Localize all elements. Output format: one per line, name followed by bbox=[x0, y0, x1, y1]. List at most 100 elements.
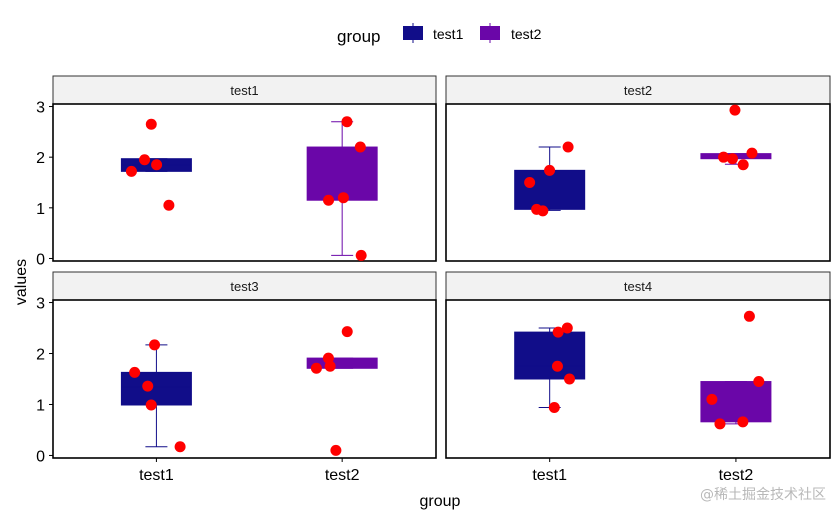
points-test3-test2 bbox=[310, 326, 353, 456]
box-test1-test2 bbox=[306, 121, 378, 256]
x-axis-col-1: test1 test2 bbox=[532, 458, 753, 484]
point-test1-test2-1 bbox=[341, 116, 353, 128]
y-tick-label-0: 0 bbox=[36, 251, 45, 268]
box-test3-test1 bbox=[120, 344, 192, 448]
watermark: @稀土掘金技术社区 bbox=[700, 487, 826, 503]
point-test3-test2-1 bbox=[310, 362, 322, 374]
x-axes: test1 test2 test1 test2 bbox=[139, 458, 753, 484]
point-test3-test2-0 bbox=[341, 326, 353, 338]
point-test2-test1-3 bbox=[562, 141, 574, 153]
strip-label-test3: test3 bbox=[230, 279, 258, 294]
point-test2-test1-2 bbox=[531, 203, 543, 215]
box-test4-test1 bbox=[514, 327, 586, 409]
legend-label-test2: test2 bbox=[511, 26, 542, 42]
points-test4-test1 bbox=[548, 322, 575, 414]
y-tick-label-1: 1 bbox=[36, 201, 45, 218]
x-tick-label-test2: test2 bbox=[325, 467, 360, 484]
legend: group test1 test2 bbox=[337, 23, 542, 46]
point-test1-test1-4 bbox=[145, 118, 157, 130]
point-test4-test2-1 bbox=[714, 418, 726, 430]
points-test2-test2 bbox=[718, 104, 758, 171]
box-body-test2-test1 bbox=[514, 169, 586, 210]
panel-test4: test4 bbox=[445, 271, 831, 459]
point-test3-test1-3 bbox=[149, 339, 161, 351]
strip-test1 bbox=[52, 75, 437, 105]
box-test2-test1 bbox=[514, 146, 586, 211]
point-test2-test1-1 bbox=[524, 177, 536, 188]
point-test3-test1-1 bbox=[129, 366, 141, 378]
strip-label-test2: test2 bbox=[624, 83, 652, 98]
point-test1-test1-1 bbox=[139, 154, 151, 166]
y-tick-label-2: 2 bbox=[36, 150, 45, 167]
point-test3-test1-4 bbox=[142, 380, 154, 392]
plot-area-test3 bbox=[52, 299, 437, 459]
y-tick-label-2: 2 bbox=[36, 347, 45, 364]
point-test1-test2-2 bbox=[354, 141, 366, 153]
strip-test2 bbox=[445, 75, 831, 105]
point-test1-test1-3 bbox=[125, 165, 137, 177]
panel-test2: test2 bbox=[445, 75, 831, 262]
x-tick-label-test2: test2 bbox=[719, 467, 754, 484]
box-body-test1-test2 bbox=[306, 146, 378, 201]
point-test4-test1-2 bbox=[548, 402, 560, 414]
point-test2-test2-0 bbox=[718, 151, 730, 163]
point-test4-test2-3 bbox=[753, 376, 765, 388]
point-test4-test1-1 bbox=[561, 322, 573, 334]
panel-test3: test3 bbox=[52, 271, 437, 459]
strip-test4 bbox=[445, 271, 831, 301]
plot-area-test1 bbox=[52, 103, 437, 262]
x-axis-title: group bbox=[420, 493, 461, 510]
y-tick-label-0: 0 bbox=[36, 448, 45, 465]
box-body-test3-test1 bbox=[120, 371, 192, 406]
x-tick-label-test1: test1 bbox=[139, 467, 174, 484]
points-test1-test2 bbox=[323, 116, 367, 261]
point-test1-test2-4 bbox=[355, 249, 367, 261]
box-body-test3-test2 bbox=[306, 357, 378, 369]
plot-area-test4 bbox=[445, 299, 831, 459]
points-test3-test1 bbox=[129, 339, 186, 453]
point-test3-test1-0 bbox=[174, 441, 186, 453]
y-tick-label-3: 3 bbox=[36, 100, 45, 117]
point-test2-test2-2 bbox=[746, 147, 758, 159]
points-test2-test1 bbox=[524, 141, 574, 217]
points-test4-test2 bbox=[706, 310, 765, 430]
y-tick-label-3: 3 bbox=[36, 296, 45, 313]
legend-key-test2 bbox=[480, 26, 500, 40]
point-test2-test2-3 bbox=[726, 153, 738, 165]
point-test1-test1-0 bbox=[163, 199, 175, 211]
point-test3-test1-2 bbox=[145, 399, 157, 411]
point-test1-test2-3 bbox=[323, 194, 335, 206]
point-test4-test2-0 bbox=[706, 393, 718, 405]
point-test1-test1-2 bbox=[151, 159, 163, 171]
panel-test1: test1 bbox=[52, 75, 437, 262]
point-test2-test2-1 bbox=[737, 159, 749, 171]
y-axis-title: values bbox=[13, 259, 30, 305]
strip-test3 bbox=[52, 271, 437, 301]
plot-area-test2 bbox=[445, 103, 831, 262]
y-axis-row-1: 0 1 2 3 bbox=[36, 296, 53, 465]
point-test4-test1-3 bbox=[563, 373, 575, 385]
point-test2-test1-4 bbox=[544, 164, 556, 176]
points-test1-test1 bbox=[125, 118, 175, 211]
point-test2-test2-4 bbox=[729, 104, 741, 116]
x-axis-col-0: test1 test2 bbox=[139, 458, 360, 484]
legend-entry-test1: test1 bbox=[403, 23, 464, 43]
strip-label-test1: test1 bbox=[230, 83, 258, 98]
point-test3-test2-3 bbox=[324, 360, 336, 372]
point-test3-test2-2 bbox=[322, 352, 334, 364]
point-test3-test2-4 bbox=[330, 444, 342, 456]
legend-key-test1 bbox=[403, 26, 423, 40]
point-test4-test1-4 bbox=[551, 360, 563, 372]
point-test1-test2-0 bbox=[337, 192, 349, 204]
y-axes: 0 1 2 3 0 1 2 3 bbox=[36, 100, 53, 465]
x-tick-label-test1: test1 bbox=[532, 467, 567, 484]
point-test4-test2-2 bbox=[743, 310, 755, 322]
facet-panels: test1 test2 test3 test4 bbox=[52, 75, 831, 459]
strip-label-test4: test4 bbox=[624, 279, 652, 294]
legend-label-test1: test1 bbox=[433, 26, 464, 42]
y-tick-label-1: 1 bbox=[36, 397, 45, 414]
y-axis-row-0: 0 1 2 3 bbox=[36, 100, 53, 268]
point-test4-test1-0 bbox=[552, 326, 564, 338]
point-test4-test2-4 bbox=[737, 416, 749, 428]
